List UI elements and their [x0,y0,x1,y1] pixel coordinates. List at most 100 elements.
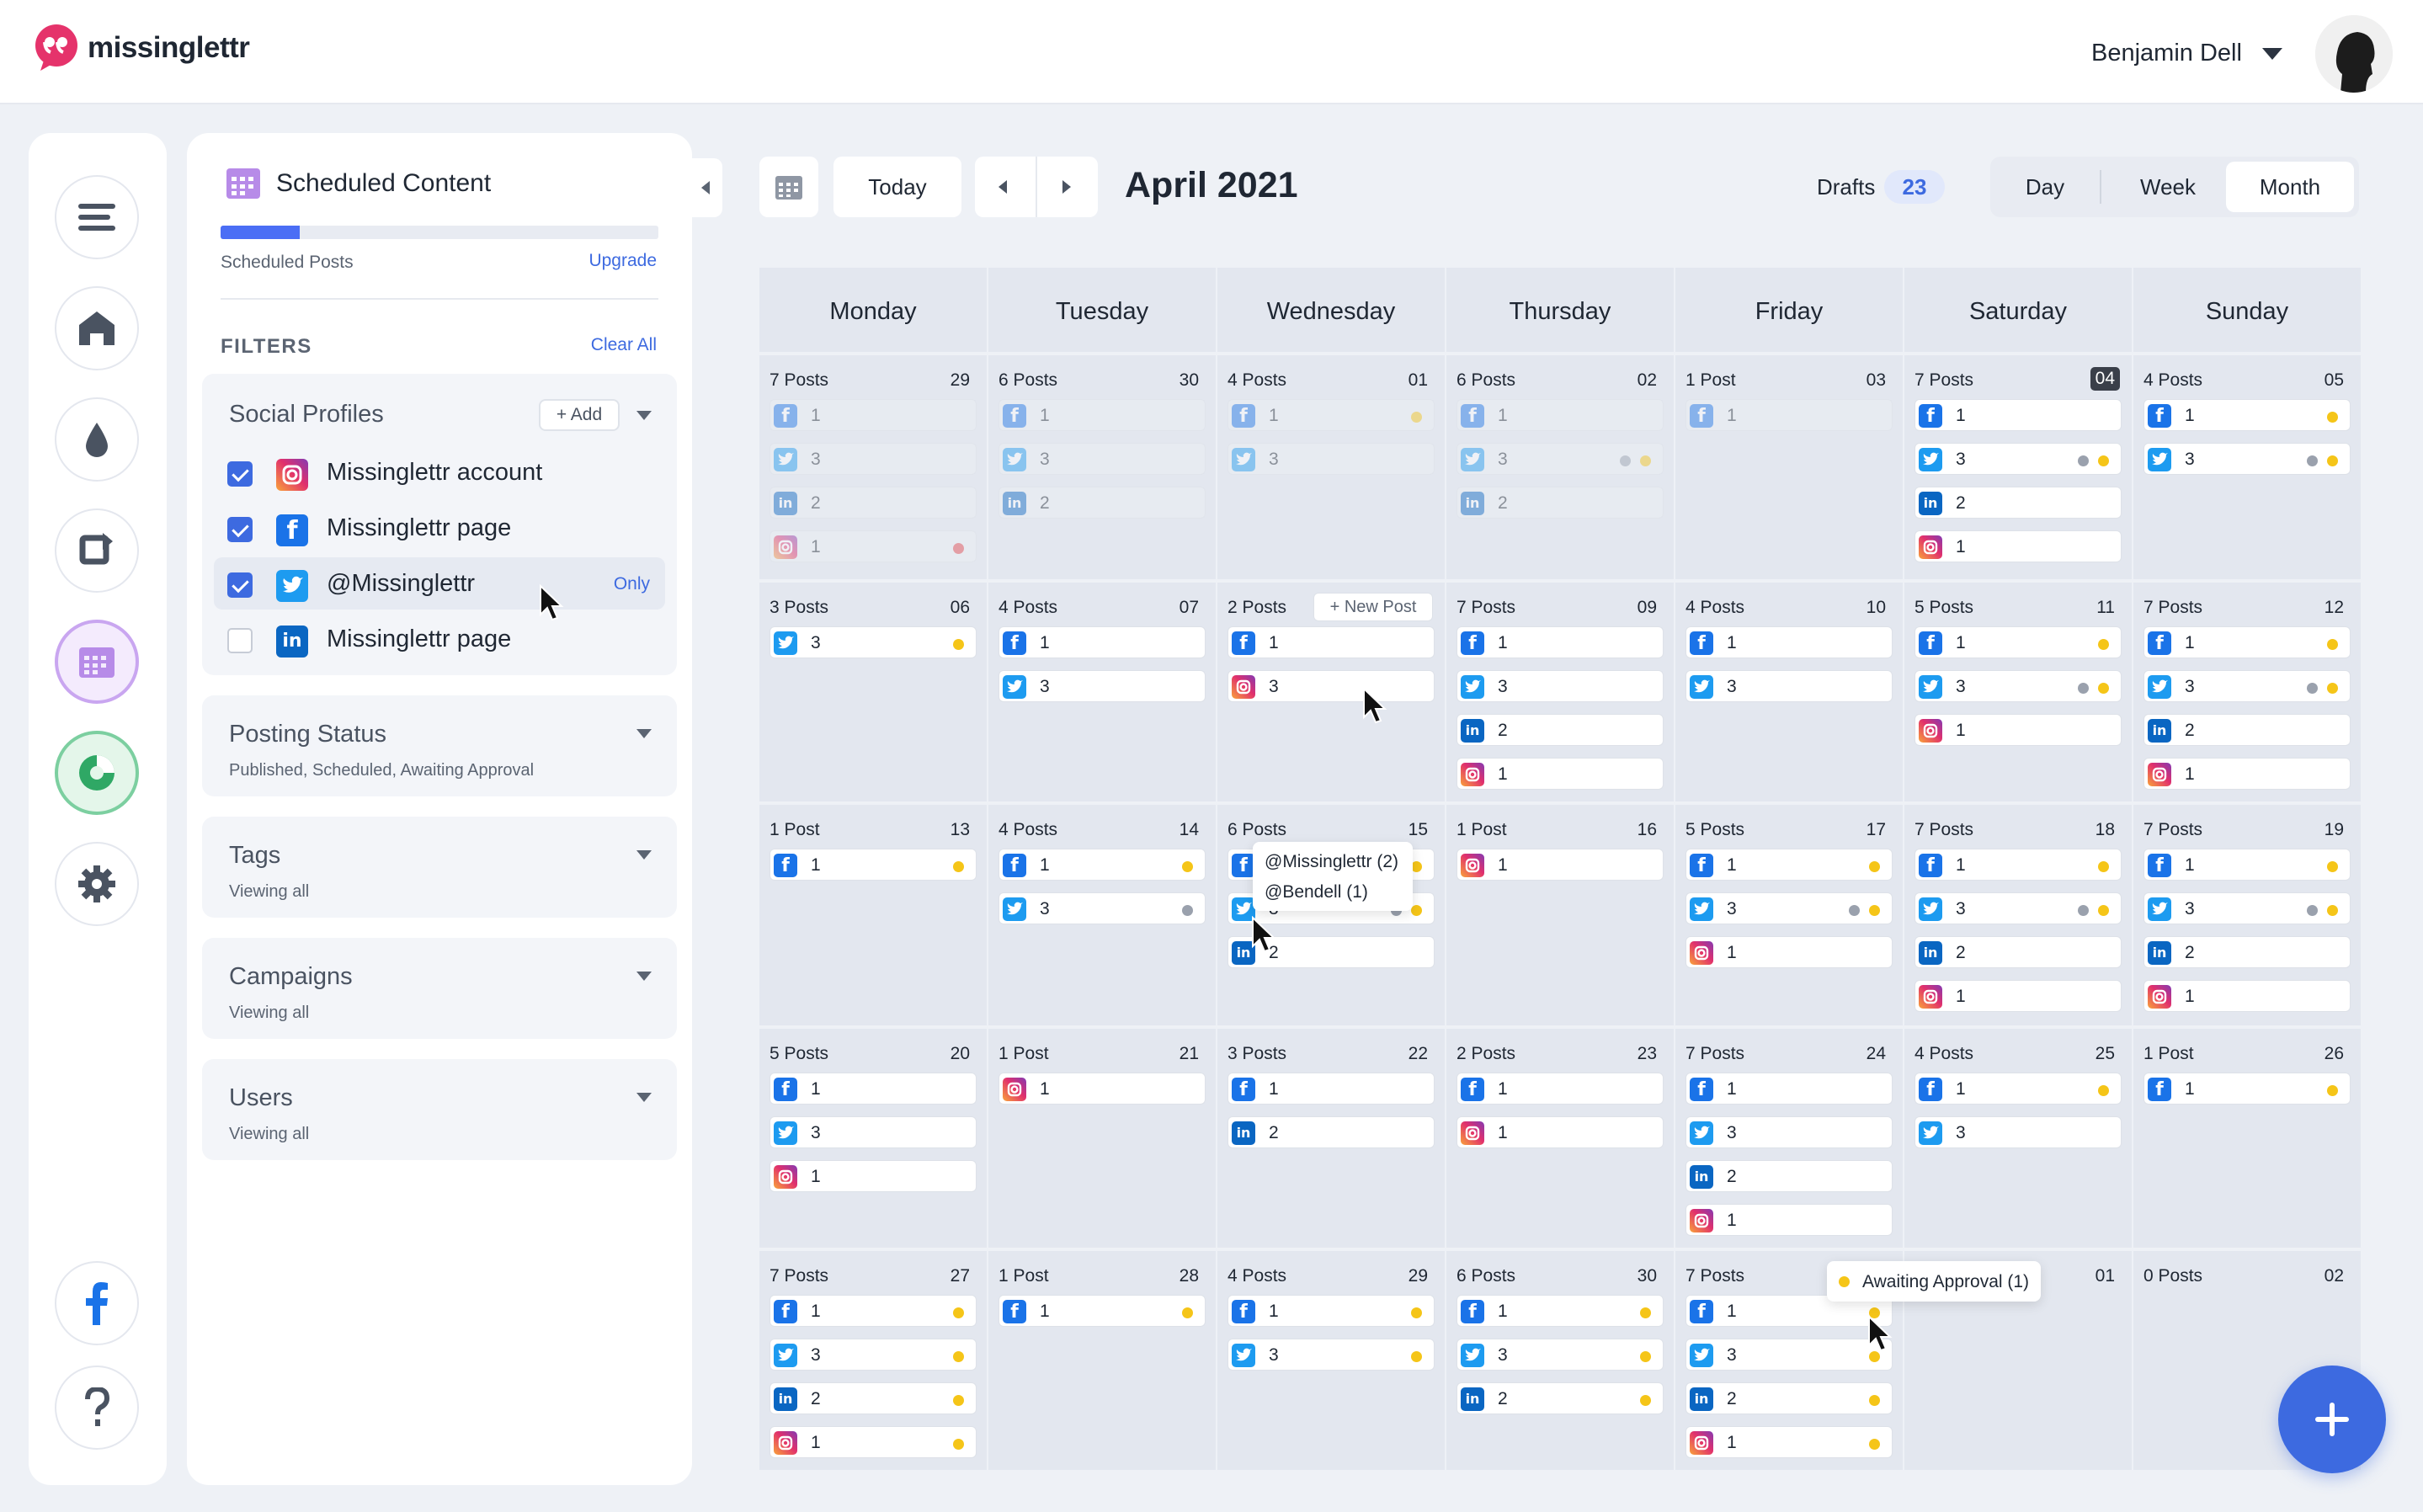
calendar-day-cell[interactable]: 3 Posts 22 f 1 in 2 [1217,1029,1445,1248]
status-dot[interactable] [1640,1395,1651,1406]
profile-row[interactable]: Missinglettr account [214,446,665,498]
tab-month[interactable]: Month [2226,162,2354,212]
post-chip[interactable]: 3 [998,443,1206,475]
post-chip[interactable]: in 2 [1227,1116,1435,1148]
home-button[interactable] [55,286,139,370]
status-dot[interactable] [953,1439,964,1450]
post-chip[interactable]: in 2 [770,487,977,519]
post-chip[interactable]: in 2 [2143,936,2351,968]
drafts-link[interactable]: Drafts [1817,174,1876,200]
post-chip[interactable]: 3 [1456,443,1664,475]
chevron-down-icon[interactable] [636,850,652,860]
status-dot[interactable] [2327,905,2338,916]
chevron-down-icon[interactable] [636,729,652,738]
calendar-day-cell[interactable]: 1 Post 16 1 [1446,805,1674,1025]
calendar-day-cell[interactable]: 5 Posts 11 f 1 3 1 [1904,583,2132,801]
upgrade-link[interactable]: Upgrade [588,251,657,270]
add-profile-button[interactable]: + Add [539,399,620,431]
tab-week[interactable]: Week [2140,174,2196,200]
post-chip[interactable]: in 2 [2143,714,2351,746]
calendar-day-cell[interactable]: 1 Post 03 f 1 [1675,355,1903,579]
status-dot[interactable] [953,1395,964,1406]
status-dot[interactable] [1640,455,1651,466]
post-chip[interactable]: 1 [770,1426,977,1458]
status-dot[interactable] [1869,861,1880,872]
profile-checkbox[interactable] [227,628,253,653]
calendar-day-cell[interactable]: 7 Posts 27 f 1 3 in 2 1 [759,1251,987,1470]
profile-checkbox[interactable] [227,572,253,598]
drip-button[interactable] [55,397,139,482]
post-chip[interactable]: 1 [770,530,977,562]
chevron-right-icon[interactable] [1062,180,1071,194]
profile-checkbox[interactable] [227,461,253,487]
post-chip[interactable]: 3 [1227,443,1435,475]
help-button[interactable] [55,1366,139,1450]
post-chip[interactable]: 3 [998,670,1206,702]
post-chip[interactable]: 3 [770,443,977,475]
post-chip[interactable]: 3 [1914,1116,2122,1148]
status-dot[interactable] [2327,455,2338,466]
post-chip[interactable]: in 2 [1456,714,1664,746]
status-dot[interactable] [2098,639,2109,650]
status-dot[interactable] [2078,683,2089,694]
tab-day[interactable]: Day [2025,174,2065,200]
post-chip[interactable]: 3 [770,1339,977,1371]
status-dot[interactable] [2327,1085,2338,1096]
menu-button[interactable] [55,175,139,259]
tags-filter[interactable]: Tags Viewing all [202,817,677,918]
status-dot[interactable] [1182,861,1193,872]
post-chip[interactable]: 1 [1456,849,1664,881]
calendar-day-cell[interactable]: 4 Posts 29 f 1 3 [1217,1251,1445,1470]
calendar-day-cell[interactable]: 7 Posts 09 f 1 3 in 2 1 [1446,583,1674,801]
calendar-day-cell[interactable]: 6 Posts15f13in2 [1217,805,1445,1025]
profile-row[interactable]: @Missinglettr Only [214,557,665,610]
status-dot[interactable] [1869,905,1880,916]
post-chip[interactable]: 3 [2143,670,2351,702]
status-dot[interactable] [2327,412,2338,423]
profile-row[interactable]: in Missinglettr page [214,613,665,665]
status-dot[interactable] [2307,455,2318,466]
post-chip[interactable]: 3 [1685,1116,1893,1148]
users-filter[interactable]: Users Viewing all [202,1059,677,1160]
post-chip[interactable]: 1 [1914,530,2122,562]
calendar-day-cell[interactable]: 4 Posts 05 f 1 3 [2133,355,2361,579]
post-chip[interactable]: 3 [1456,1339,1664,1371]
status-dot[interactable] [1869,1351,1880,1362]
create-post-button[interactable] [2278,1366,2386,1473]
status-dot[interactable] [2098,1085,2109,1096]
post-chip[interactable]: in 2 [998,487,1206,519]
post-chip[interactable]: in 2 [770,1382,977,1414]
chevron-down-icon[interactable] [2262,48,2282,60]
only-link[interactable]: Only [613,574,650,594]
calendar-day-cell[interactable]: 7 Posts 29 f 1 3 in 2 1 [759,355,987,579]
post-chip[interactable]: in 2 [1914,936,2122,968]
campaigns-filter[interactable]: Campaigns Viewing all [202,938,677,1039]
status-dot[interactable] [2307,905,2318,916]
chevron-down-icon[interactable] [636,411,652,420]
status-dot[interactable] [953,861,964,872]
post-chip[interactable]: 1 [1914,714,2122,746]
collapse-panel-button[interactable] [692,158,722,217]
post-chip[interactable]: 3 [1685,892,1893,924]
status-dot[interactable] [953,639,964,650]
status-dot[interactable] [1640,1351,1651,1362]
clear-all-link[interactable]: Clear All [590,335,657,354]
status-dot[interactable] [2078,455,2089,466]
status-dot[interactable] [2098,905,2109,916]
repost-button[interactable] [55,508,139,593]
